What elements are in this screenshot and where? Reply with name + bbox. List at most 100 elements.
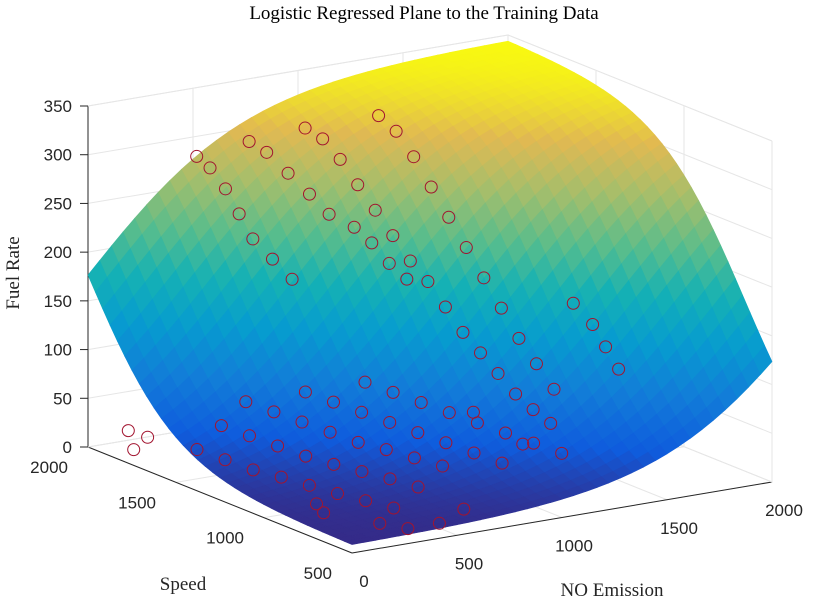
data-point-marker — [260, 145, 274, 159]
surface-patch — [343, 539, 365, 545]
data-point-marker — [218, 453, 232, 467]
data-point-marker — [382, 256, 396, 270]
data-point-marker — [389, 124, 403, 138]
data-point-marker — [271, 439, 285, 453]
data-point-marker — [359, 494, 373, 508]
data-point-marker — [459, 241, 473, 255]
data-point-marker — [351, 435, 365, 449]
data-point-marker — [274, 470, 288, 484]
data-point-marker — [383, 415, 397, 429]
data-point-marker — [372, 109, 386, 123]
data-point-marker — [239, 395, 253, 409]
data-point-marker — [317, 506, 331, 520]
data-point-marker — [379, 443, 393, 457]
data-point-marker — [566, 296, 580, 310]
data-point-marker — [232, 207, 246, 221]
data-point-marker — [203, 161, 217, 175]
data-point-marker — [547, 382, 561, 396]
z-tick-label: 100 — [44, 341, 72, 360]
x-tick-label: 500 — [455, 554, 483, 573]
data-point-marker — [373, 516, 387, 530]
data-point-marker — [526, 403, 540, 417]
y-tick-label: 2000 — [30, 458, 68, 477]
data-point-marker — [491, 366, 505, 380]
data-point-marker — [495, 456, 509, 470]
data-point-marker — [439, 436, 453, 450]
data-point-marker — [190, 149, 204, 163]
data-point-marker — [599, 340, 613, 354]
data-point-marker — [466, 405, 480, 419]
data-point-marker — [316, 132, 330, 146]
data-point-marker — [295, 415, 309, 429]
regression-surface — [87, 40, 773, 545]
data-point-marker — [457, 502, 471, 516]
axis-edge — [87, 34, 509, 107]
data-point-marker — [442, 406, 456, 420]
data-point-marker — [386, 229, 400, 243]
data-point-marker — [141, 430, 155, 444]
data-point-marker — [347, 220, 361, 234]
data-point-marker — [499, 426, 512, 440]
data-point-marker — [474, 346, 487, 360]
data-point-marker — [121, 424, 135, 438]
y-tick-label: 1000 — [206, 529, 244, 548]
data-point-marker — [298, 385, 312, 399]
z-tick-label: 250 — [44, 194, 72, 213]
data-point-marker — [322, 207, 336, 221]
data-point-marker — [333, 152, 347, 166]
data-point-marker — [285, 272, 299, 286]
data-point-marker — [242, 135, 256, 149]
data-point-marker — [365, 236, 379, 250]
data-point-marker — [302, 478, 316, 492]
data-point-marker — [310, 497, 323, 511]
data-point-marker — [424, 180, 438, 194]
data-point-marker — [355, 405, 369, 419]
data-point-marker — [246, 463, 260, 477]
data-point-marker — [411, 426, 425, 440]
chart-title: Logistic Regressed Plane to the Training… — [249, 3, 599, 24]
tick-labels: 0501001502002503003505001000150020000500… — [30, 97, 803, 591]
axis-edge — [507, 34, 773, 142]
x-tick-label: 2000 — [765, 501, 803, 520]
data-point-marker — [438, 300, 452, 314]
data-point-marker — [555, 446, 569, 460]
data-point-marker — [527, 436, 541, 450]
data-point-marker — [267, 405, 281, 419]
data-point-marker — [456, 325, 470, 339]
data-point-marker — [246, 232, 260, 246]
data-point-marker — [190, 443, 204, 457]
data-point-marker — [516, 437, 530, 451]
training-data-markers — [121, 109, 626, 536]
data-point-marker — [421, 275, 435, 289]
data-point-marker — [512, 331, 526, 345]
data-point-marker — [477, 271, 491, 285]
data-point-marker — [401, 522, 415, 536]
data-point-marker — [368, 203, 382, 217]
data-point-marker — [407, 451, 421, 465]
data-point-marker — [612, 362, 626, 376]
data-point-marker — [351, 178, 365, 192]
data-point-marker — [494, 301, 508, 315]
axis-edge — [351, 481, 773, 554]
z-tick-label: 150 — [44, 292, 72, 311]
data-point-marker — [529, 357, 543, 371]
y-tick-label: 1500 — [118, 493, 156, 512]
data-point-marker — [331, 487, 344, 501]
data-point-marker — [355, 465, 369, 479]
data-point-marker — [432, 516, 446, 530]
data-point-marker — [442, 210, 456, 224]
x-tick-label: 0 — [359, 572, 368, 591]
z-tick-label: 0 — [63, 438, 72, 457]
z-tick-label: 200 — [44, 243, 72, 262]
z-tick-label: 300 — [44, 146, 72, 165]
data-point-marker — [411, 480, 425, 494]
data-point-marker — [358, 375, 372, 389]
x-axis-label: NO Emission — [561, 580, 664, 601]
data-point-marker — [544, 416, 558, 430]
data-point-marker — [243, 429, 256, 443]
x-tick-label: 1500 — [660, 519, 698, 538]
y-tick-label: 500 — [304, 564, 332, 583]
data-point-marker — [467, 446, 481, 460]
data-point-marker — [387, 501, 401, 515]
data-point-marker — [281, 166, 295, 180]
